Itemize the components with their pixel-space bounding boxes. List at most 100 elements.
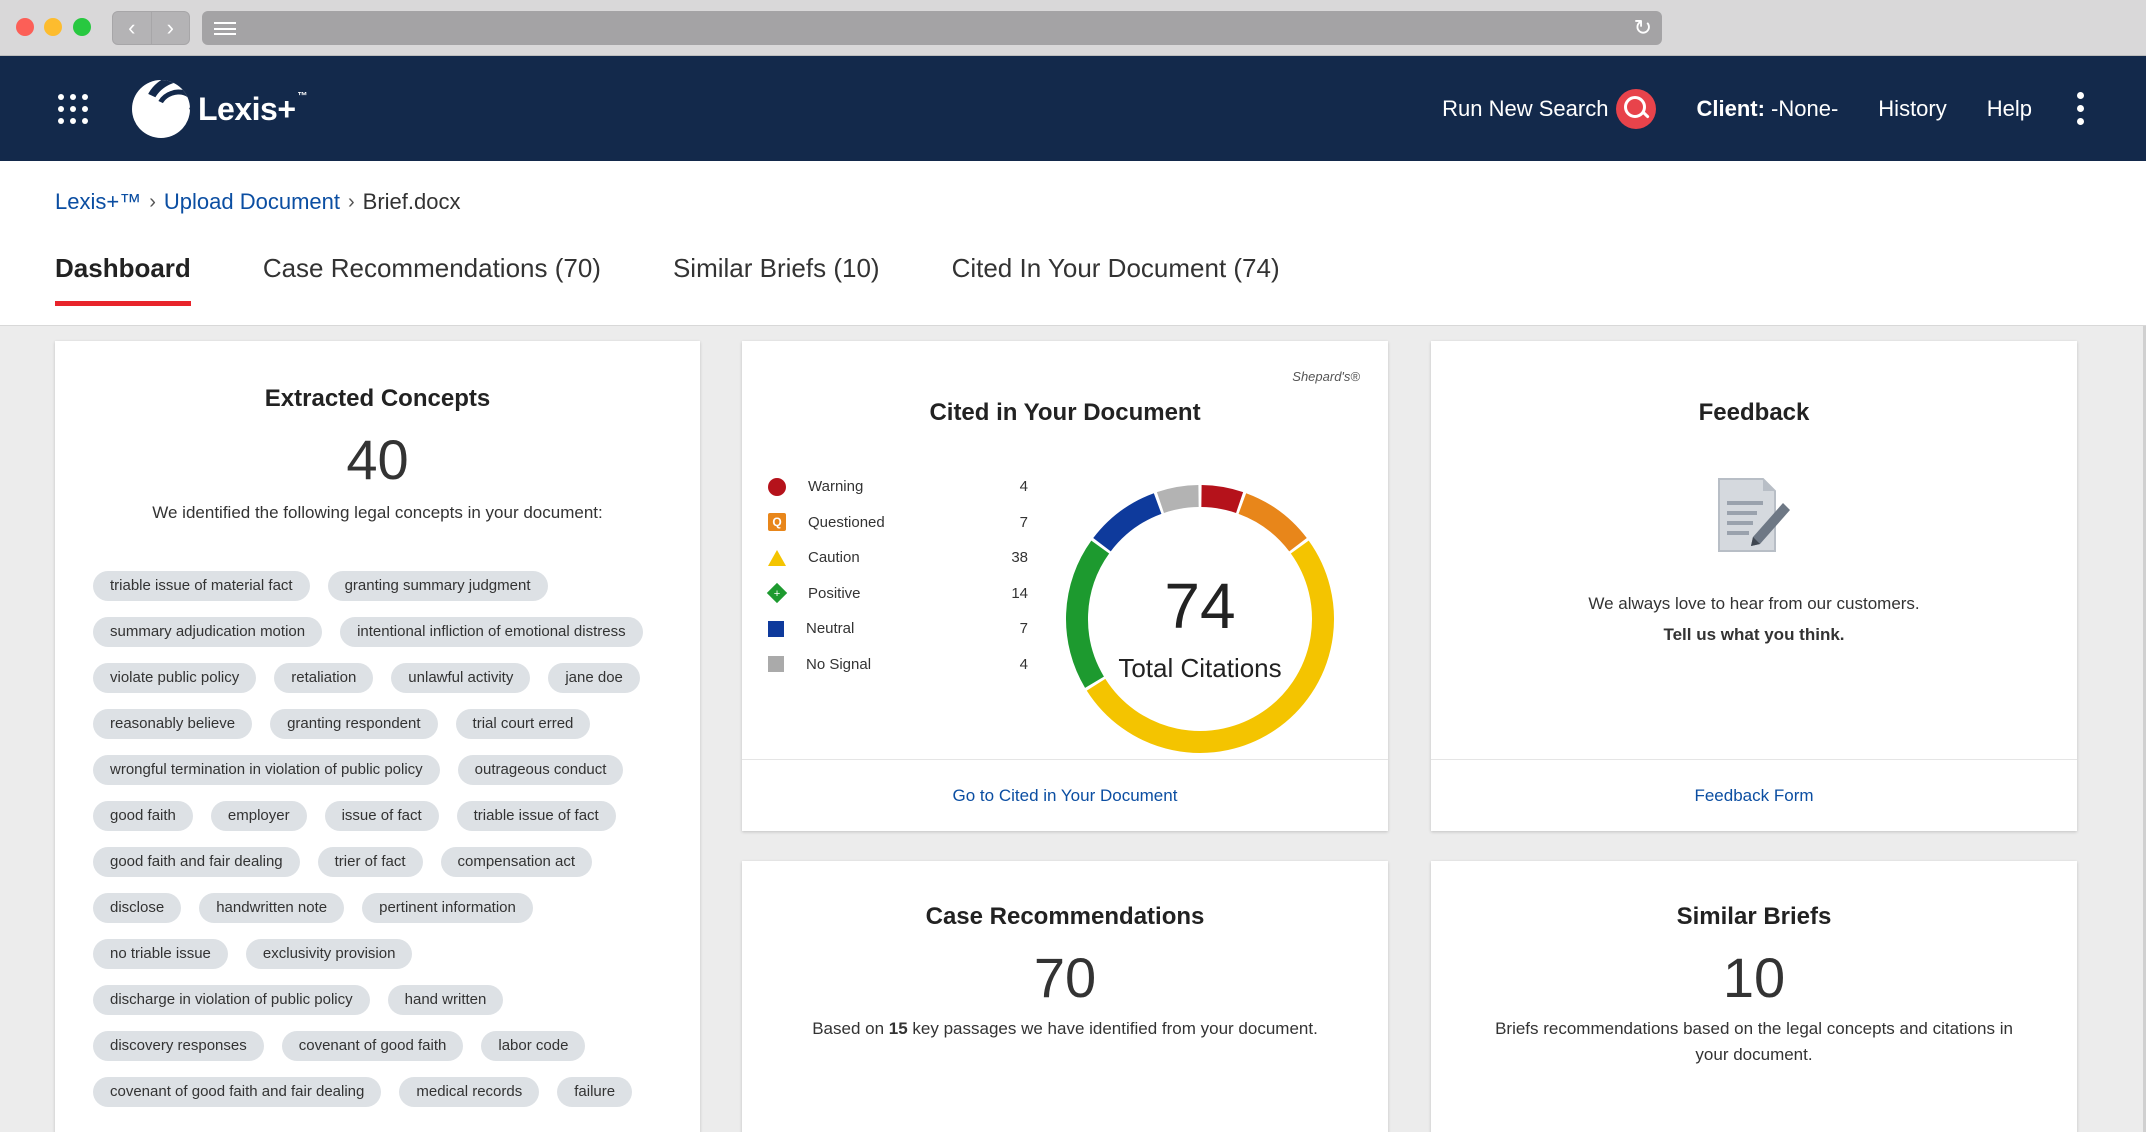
concept-chip-list: triable issue of material fact granting s…	[93, 571, 673, 1107]
concept-chip[interactable]: labor code	[481, 1031, 586, 1061]
legend-row[interactable]: Caution 38	[768, 540, 1028, 576]
donut-slice-neutral[interactable]	[1093, 493, 1162, 552]
legend-row[interactable]: Questioned 7	[768, 505, 1028, 541]
similar-briefs-card[interactable]: Similar Briefs 10 Briefs recommendations…	[1431, 861, 2077, 1132]
concept-chip[interactable]: good faith and fair dealing	[93, 847, 300, 877]
run-new-search-label: Run New Search	[1442, 95, 1609, 121]
legend-label: No Signal	[806, 655, 872, 673]
chevron-left-icon: ‹	[128, 15, 136, 40]
concept-chip[interactable]: retaliation	[274, 663, 374, 693]
close-window-button[interactable]	[16, 18, 34, 36]
forward-button[interactable]: ›	[151, 11, 190, 45]
concept-chip[interactable]: summary adjudication motion	[93, 617, 323, 647]
concept-chip[interactable]: medical records	[399, 1077, 540, 1107]
go-to-cited-link[interactable]: Go to Cited in Your Document	[742, 759, 1388, 831]
minimize-window-button[interactable]	[44, 18, 62, 36]
concept-chip[interactable]: discharge in violation of public policy	[93, 985, 370, 1015]
similar-briefs-title: Similar Briefs	[1676, 903, 1832, 930]
no-signal-icon	[768, 656, 784, 673]
history-link[interactable]: History	[1878, 95, 1947, 121]
reader-icon[interactable]	[214, 22, 236, 35]
logo-text: Lexis+ ™	[198, 90, 308, 127]
tab-similar-briefs[interactable]: Similar Briefs (10)	[672, 253, 880, 283]
concept-chip[interactable]: granting respondent	[270, 709, 438, 739]
legend-count: 4	[1019, 655, 1028, 673]
concept-chip[interactable]: failure	[557, 1077, 633, 1107]
donut-slice-warning[interactable]	[1201, 485, 1244, 514]
concept-chip[interactable]: good faith	[93, 801, 193, 831]
apps-grid-icon[interactable]	[58, 94, 88, 124]
concept-chip[interactable]: discovery responses	[93, 1031, 264, 1061]
concept-chip[interactable]: intentional infliction of emotional dist…	[340, 617, 643, 647]
donut-slice-positive[interactable]	[1066, 540, 1110, 688]
feedback-line1: We always love to hear from our customer…	[1588, 594, 1920, 613]
concept-chip[interactable]: outrageous conduct	[457, 755, 624, 785]
concept-chip[interactable]: reasonably believe	[93, 709, 253, 739]
concept-chip[interactable]: trial court erred	[455, 709, 591, 739]
concept-chip[interactable]: unlawful activity	[391, 663, 531, 693]
donut-slice-no-signal[interactable]	[1156, 485, 1199, 514]
chevron-right-icon: ›	[166, 15, 174, 40]
citation-legend: Warning 4 Questioned 7 Caution 38 Positive 14 Ne…	[766, 469, 1028, 683]
run-new-search-button[interactable]: Run New Search	[1442, 88, 1657, 129]
donut-slice-questioned[interactable]	[1238, 493, 1307, 552]
concept-chip[interactable]: trier of fact	[317, 847, 423, 877]
lexis-logo[interactable]: Lexis+ ™	[132, 80, 307, 138]
concept-chip[interactable]: covenant of good faith	[281, 1031, 464, 1061]
chevron-right-icon: ›	[149, 190, 156, 213]
lexis-logo-mark	[132, 80, 190, 138]
feedback-title: Feedback	[1698, 399, 1810, 426]
client-value: -None-	[1771, 95, 1839, 121]
help-link[interactable]: Help	[1986, 95, 2032, 121]
concept-chip[interactable]: handwritten note	[199, 893, 345, 923]
app-header: Lexis+ ™ Run New Search Client: -None- Hi…	[0, 56, 2146, 161]
chevron-right-icon: ›	[348, 190, 355, 213]
concept-chip[interactable]: pertinent information	[362, 893, 533, 923]
concept-chip[interactable]: violate public policy	[93, 663, 257, 693]
questioned-icon	[768, 513, 786, 532]
concept-chip[interactable]: exclusivity provision	[245, 939, 413, 969]
breadcrumb-lexis[interactable]: Lexis+™	[55, 189, 142, 214]
neutral-icon	[768, 620, 784, 637]
case-recommendations-card[interactable]: Case Recommendations 70 Based on 15 key …	[742, 861, 1388, 1132]
concept-chip[interactable]: granting summary judgment	[327, 571, 548, 601]
tab-dashboard[interactable]: Dashboard	[55, 253, 191, 306]
concept-chip[interactable]: jane doe	[548, 663, 640, 693]
legend-row[interactable]: Neutral 7	[768, 611, 1028, 647]
address-bar[interactable]: ↻	[202, 11, 1662, 45]
back-button[interactable]: ‹	[112, 11, 152, 45]
total-citations-label: Total Citations	[1118, 653, 1282, 683]
concept-chip[interactable]: disclose	[93, 893, 182, 923]
legend-count: 38	[1011, 549, 1028, 567]
legend-label: Caution	[808, 549, 860, 567]
legend-row[interactable]: Warning 4	[768, 469, 1028, 505]
case-recommendations-title: Case Recommendations	[925, 903, 1205, 930]
concept-chip[interactable]: hand written	[387, 985, 504, 1015]
concept-chip[interactable]: triable issue of fact	[456, 801, 616, 831]
case-recommendations-count: 70	[1033, 946, 1097, 1009]
legend-count: 14	[1011, 584, 1028, 602]
legend-label: Questioned	[808, 513, 885, 531]
donut-slice-caution[interactable]	[1086, 540, 1334, 753]
legend-row[interactable]: No Signal 4	[768, 647, 1028, 683]
concept-chip[interactable]: employer	[210, 801, 307, 831]
concept-chip[interactable]: wrongful termination in violation of pub…	[93, 755, 440, 785]
tab-case-recommendations[interactable]: Case Recommendations (70)	[262, 253, 601, 283]
scrollbar[interactable]	[2143, 326, 2146, 1132]
feedback-form-link[interactable]: Feedback Form	[1431, 759, 2077, 831]
concept-chip[interactable]: issue of fact	[324, 801, 439, 831]
maximize-window-button[interactable]	[73, 18, 91, 36]
concept-chip[interactable]: no triable issue	[93, 939, 228, 969]
concept-chip[interactable]: triable issue of material fact	[93, 571, 310, 601]
more-options-icon[interactable]	[2076, 92, 2084, 125]
reload-icon[interactable]: ↻	[1633, 15, 1652, 40]
tab-cited-in-your-document[interactable]: Cited In Your Document (74)	[951, 253, 1280, 283]
concept-chip[interactable]: covenant of good faith and fair dealing	[93, 1077, 382, 1107]
browser-chrome: ‹ › ↻	[0, 0, 2146, 56]
client-selector[interactable]: Client: -None-	[1696, 96, 1838, 122]
breadcrumb-upload-document[interactable]: Upload Document	[163, 189, 340, 214]
breadcrumb: Lexis+™ › Upload Document › Brief.docx	[55, 189, 461, 215]
concept-chip[interactable]: compensation act	[440, 847, 593, 877]
browser-nav: ‹ ›	[112, 11, 190, 45]
legend-row[interactable]: Positive 14	[766, 576, 1028, 612]
